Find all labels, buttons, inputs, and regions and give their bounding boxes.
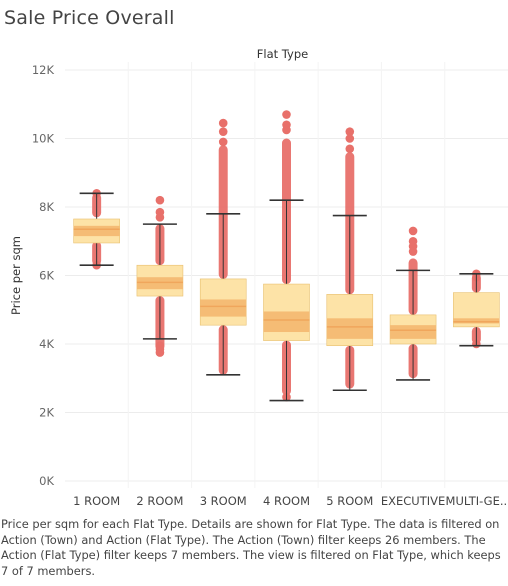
- box-inner-band: [390, 325, 437, 339]
- outlier-point: [282, 110, 291, 119]
- box-group-3: [199, 118, 247, 376]
- box-inner-band: [200, 299, 247, 317]
- y-tick-label: 2K: [39, 406, 54, 420]
- outlier-point: [408, 247, 418, 256]
- y-axis-label: Price per sqm: [9, 236, 23, 315]
- y-tick-label: 8K: [39, 200, 54, 214]
- box-group-1: [73, 189, 120, 270]
- y-tick-label: 0K: [39, 474, 54, 488]
- box-inner-band: [453, 318, 500, 324]
- box-group-7: [453, 269, 500, 349]
- outlier-point: [282, 125, 291, 135]
- box-group-6: [389, 226, 437, 381]
- outlier-point: [218, 118, 228, 128]
- outlier-point: [155, 341, 165, 351]
- x-tick-label: 5 ROOM: [326, 494, 373, 508]
- outlier-point: [155, 195, 165, 205]
- x-tick-label: EXECUTIVE: [381, 494, 445, 508]
- outlier-point: [408, 226, 418, 236]
- box-group-5: [326, 127, 374, 392]
- y-tick-label: 6K: [39, 269, 54, 283]
- outlier-point: [218, 137, 228, 147]
- outlier-point: [218, 127, 228, 136]
- box-inner-band: [263, 311, 310, 333]
- y-tick-label: 10K: [32, 132, 55, 146]
- x-tick-label: MULTI-GE..: [446, 494, 508, 508]
- box-inner-band: [136, 277, 183, 290]
- column-header: Flat Type: [257, 47, 308, 61]
- box-group-2: [136, 195, 184, 357]
- outlier-point: [345, 134, 355, 143]
- y-tick-label: 12K: [32, 63, 55, 77]
- y-tick-label: 4K: [39, 337, 54, 351]
- outlier-point: [155, 207, 165, 217]
- box-plot-chart: Flat Type 0K 2K 4K 6K 8K 10K 12K Price per sqm 1 …: [9, 47, 508, 508]
- x-tick-label: 3 ROOM: [200, 494, 247, 508]
- box-inner-band: [326, 318, 373, 339]
- box-inner-band: [73, 225, 120, 237]
- dense-points-high: [218, 145, 228, 279]
- x-tick-label: 2 ROOM: [136, 494, 183, 508]
- outlier-point: [345, 144, 355, 154]
- x-tick-label: 1 ROOM: [73, 494, 120, 508]
- x-tick-label: 4 ROOM: [263, 494, 310, 508]
- box-group-4: [263, 110, 310, 402]
- chart-caption: Price per sqm for each Flat Type. Detail…: [1, 517, 501, 578]
- page-title: Sale Price Overall: [4, 7, 175, 29]
- outlier-point: [345, 127, 355, 136]
